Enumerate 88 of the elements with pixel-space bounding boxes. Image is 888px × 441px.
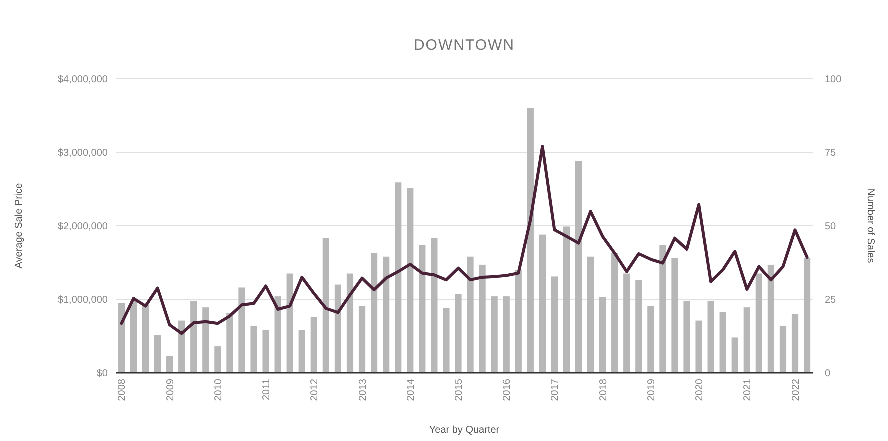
x-tick-label: 2016 xyxy=(502,378,514,402)
bar xyxy=(744,308,750,373)
y2-tick-label: 0 xyxy=(825,368,831,380)
bar xyxy=(780,326,787,373)
y-tick-label: $3,000,000 xyxy=(58,148,108,159)
bar xyxy=(539,234,546,373)
bar xyxy=(130,300,138,373)
bar xyxy=(732,338,738,373)
bar xyxy=(672,258,678,373)
x-tick-label: 2010 xyxy=(213,378,224,402)
y-tick-label: $0 xyxy=(96,368,108,380)
bar xyxy=(612,253,618,373)
bar xyxy=(310,317,318,373)
y-axis-title: Average Sale Price xyxy=(14,182,25,269)
bar xyxy=(455,294,462,373)
x-tick-label: 2022 xyxy=(790,378,802,402)
bar xyxy=(214,346,222,373)
bar xyxy=(298,330,306,373)
x-tick-label: 2019 xyxy=(646,378,658,402)
bar xyxy=(202,308,210,373)
bar xyxy=(358,306,366,373)
bar xyxy=(226,313,234,373)
bar xyxy=(118,303,126,373)
bar xyxy=(431,238,438,373)
bar xyxy=(395,182,402,373)
bar xyxy=(419,245,426,373)
bar xyxy=(636,280,642,373)
bar xyxy=(624,274,630,373)
x-tick-label: 2008 xyxy=(117,378,128,402)
line-series xyxy=(120,145,809,336)
bar xyxy=(334,284,342,373)
bar xyxy=(178,320,186,373)
x-tick-label: 2011 xyxy=(262,378,273,401)
y2-tick-label: 100 xyxy=(825,74,842,86)
bar xyxy=(684,300,690,373)
x-tick-label: 2015 xyxy=(454,378,465,402)
bar xyxy=(346,274,354,373)
x-tick-label: 2013 xyxy=(358,378,369,402)
bar xyxy=(804,258,811,373)
bar xyxy=(515,270,522,373)
bar xyxy=(190,300,198,373)
bar xyxy=(600,297,606,373)
bar xyxy=(370,253,378,373)
bar xyxy=(696,320,702,373)
bar xyxy=(551,276,558,373)
bar xyxy=(383,256,390,373)
bar xyxy=(587,256,594,373)
bar xyxy=(708,300,714,373)
x-tick-label: 2009 xyxy=(165,378,176,402)
bar xyxy=(792,314,799,373)
x-tick-label: 2017 xyxy=(550,378,562,402)
bar xyxy=(322,238,330,373)
bar xyxy=(563,226,570,373)
bar xyxy=(262,330,270,373)
chart-title: DOWNTOWN xyxy=(414,37,516,54)
bar xyxy=(479,264,486,373)
bar xyxy=(274,296,282,373)
bar xyxy=(660,245,666,373)
bar xyxy=(491,296,498,373)
bar xyxy=(154,336,162,373)
x-tick-label: 2018 xyxy=(598,378,610,402)
x-tick-label: 2014 xyxy=(406,378,417,402)
y-tick-label: $2,000,000 xyxy=(58,222,108,232)
bar xyxy=(443,308,450,373)
x-axis-title: Year by Quarter xyxy=(429,425,500,436)
bar xyxy=(720,312,726,373)
bar xyxy=(407,188,414,373)
x-tick-label: 2012 xyxy=(310,378,321,402)
bar xyxy=(768,264,775,373)
bar xyxy=(238,288,246,373)
y-tick-label: $4,000,000 xyxy=(58,74,108,86)
y2-tick-label: 50 xyxy=(825,222,837,232)
bar xyxy=(756,274,762,373)
x-tick-label: 2021 xyxy=(742,378,754,402)
bar xyxy=(575,161,582,373)
bar xyxy=(142,304,150,373)
bar xyxy=(648,306,654,373)
x-tick-label: 2020 xyxy=(694,378,706,402)
bar xyxy=(166,356,174,373)
bar xyxy=(250,326,258,373)
y2-tick-label: 25 xyxy=(825,295,837,306)
bar xyxy=(503,296,510,373)
bar xyxy=(527,108,534,373)
y2-tick-label: 75 xyxy=(825,148,837,159)
bar xyxy=(286,274,294,373)
y2-axis-title: Number of Sales xyxy=(865,188,876,264)
bar xyxy=(467,256,474,373)
y-tick-label: $1,000,000 xyxy=(58,295,108,306)
